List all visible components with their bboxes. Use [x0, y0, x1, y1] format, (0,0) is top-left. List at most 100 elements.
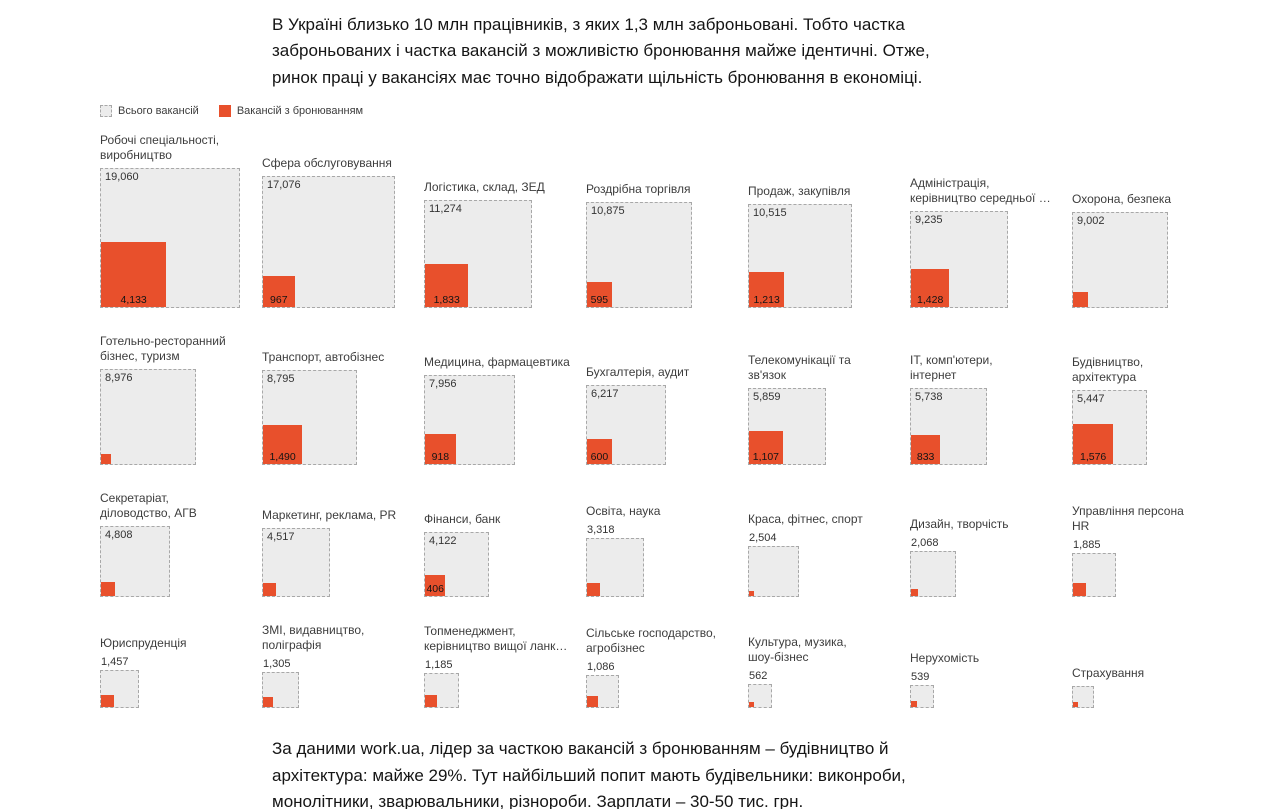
reserved-square	[911, 588, 919, 596]
total-square: 7,956 918	[424, 374, 515, 466]
total-value-label: 17,076	[267, 178, 301, 191]
chart-cell: ЗМІ, видавництво, поліграфія 1,305	[262, 623, 424, 709]
cell-title: Продаж, закупівля	[748, 184, 851, 199]
reserved-value-label: 1,576	[1080, 451, 1107, 464]
total-square	[586, 538, 645, 597]
chart-cell: Готельно-ресторанний бізнес, туризм 8,976	[100, 334, 262, 466]
total-value-label: 9,002	[1077, 214, 1105, 227]
total-square: 17,076 967	[262, 175, 395, 309]
cell-title: Освіта, наука	[586, 504, 661, 519]
reserved-square	[587, 582, 601, 596]
total-square: 5,738 833	[910, 388, 987, 466]
legend-item-total: Всього вакансій	[100, 105, 199, 118]
cell-title: Робочі спеціальності, виробництво	[100, 133, 220, 163]
total-value-label: 8,976	[105, 372, 133, 385]
reserved-square: 1,428	[911, 268, 950, 308]
total-square	[1072, 686, 1095, 709]
total-square	[424, 673, 459, 709]
reserved-square: 4,133	[101, 241, 167, 308]
total-square: 4,808	[100, 526, 171, 597]
chart-cell: Топменеджмент, керівництво вищої ланк… 1,…	[424, 624, 586, 709]
total-square: 10,875 595	[586, 202, 692, 309]
total-value-label: 4,808	[105, 529, 133, 542]
reserved-square: 967	[263, 275, 295, 308]
cell-title: Маркетинг, реклама, PR	[262, 508, 397, 523]
chart-cell: Культура, музика, шоу-бізнес 562	[748, 635, 910, 709]
total-value-label: 3,318	[587, 524, 615, 537]
reserved-square	[101, 694, 114, 708]
total-value-label: 5,447	[1077, 393, 1105, 406]
total-square	[910, 684, 934, 709]
total-square: 8,976	[100, 369, 197, 466]
cell-title: Культура, музика, шоу-бізнес	[748, 635, 847, 665]
reserved-square	[263, 697, 273, 708]
reserved-square	[749, 702, 755, 708]
reserved-square	[1073, 582, 1087, 596]
reserved-value-label: 1,428	[917, 294, 944, 307]
cell-title: Бухгалтерія, аудит	[586, 365, 690, 380]
total-value-label: 19,060	[105, 171, 139, 184]
reserved-value-label: 833	[916, 451, 935, 464]
reserved-value-label: 406	[426, 582, 444, 595]
total-value-label: 6,217	[591, 388, 619, 401]
reserved-value-label: 1,107	[752, 451, 780, 464]
total-square: 8,795 1,490	[262, 370, 358, 466]
cell-title: Сфера обслуговування	[262, 155, 392, 170]
reserved-value-label: 1,213	[753, 294, 780, 307]
legend-total-label: Всього вакансій	[118, 105, 199, 118]
cell-title: Будівництво, архітектура	[1072, 355, 1144, 385]
chart-cell: Роздрібна торгівля 10,875 595	[586, 182, 748, 309]
total-value-label: 7,956	[429, 377, 457, 390]
reserved-value-label: 600	[590, 451, 609, 464]
chart-cell: Освіта, наука 3,318	[586, 504, 748, 597]
total-square: 9,002	[1072, 211, 1169, 309]
chart-cell: Сільське господарство, агробізнес 1,086	[586, 625, 748, 709]
total-square: 4,517	[262, 528, 331, 597]
reserved-square	[101, 454, 112, 465]
reserved-square: 1,576	[1073, 424, 1114, 465]
chart-cell: Управління персона HR 1,885	[1072, 504, 1234, 597]
chart-cell: Будівництво, архітектура 5,447 1,576	[1072, 355, 1234, 466]
total-square: 5,859 1,107	[748, 387, 826, 466]
chart-cell: Транспорт, автобізнес 8,795 1,490	[262, 350, 424, 466]
total-square	[748, 545, 799, 597]
reserved-value-label: 4,133	[120, 294, 147, 307]
cell-title: Секретаріат, діловодство, АГВ	[100, 491, 197, 521]
chart-grid: Робочі спеціальності, виробництво 19,060 4…	[100, 133, 1280, 709]
total-square	[100, 669, 139, 709]
chart-legend: Всього вакансій Вакансій з бронюванням	[100, 105, 1280, 118]
reserved-square: 1,213	[749, 271, 785, 308]
total-value-label: 8,795	[267, 373, 295, 386]
chart-cell: Адміністрація, керівництво середньої … 9,…	[910, 176, 1072, 309]
total-vacancies-swatch-icon	[100, 105, 112, 118]
legend-reserved-label: Вакансій з бронюванням	[236, 105, 364, 118]
reserved-square: 918	[425, 433, 456, 465]
chart-cell: Маркетинг, реклама, PR 4,517	[262, 508, 424, 597]
total-value-label: 539	[911, 670, 930, 683]
cell-title: ІТ, комп'ютери, інтернет	[910, 353, 993, 383]
total-value-label: 10,515	[753, 207, 787, 220]
total-value-label: 11,274	[429, 203, 462, 216]
total-value-label: 4,517	[267, 531, 295, 544]
chart-row: Секретаріат, діловодство, АГВ 4,808 Маркет…	[100, 491, 1280, 597]
reserved-square	[1073, 292, 1089, 308]
total-value-label: 562	[749, 670, 768, 683]
cell-title: Готельно-ресторанний бізнес, туризм	[100, 334, 226, 364]
total-value-label: 2,504	[749, 531, 777, 544]
reserved-square: 833	[911, 435, 941, 465]
reserved-square	[911, 701, 917, 708]
chart-cell: Бухгалтерія, аудит 6,217 600	[586, 365, 748, 466]
reserved-square	[749, 591, 754, 596]
total-square: 10,515 1,213	[748, 204, 853, 309]
total-value-label: 1,885	[1073, 538, 1101, 551]
chart-cell: Страхування	[1072, 666, 1234, 709]
chart-cell: Нерухомість 539	[910, 651, 1072, 709]
cell-title: Сільське господарство, агробізнес	[586, 625, 717, 655]
total-value-label: 10,875	[591, 205, 625, 218]
cell-title: Адміністрація, керівництво середньої …	[910, 175, 1051, 205]
chart-cell: Продаж, закупівля 10,515 1,213	[748, 184, 910, 309]
reserved-value-label: 1,490	[269, 451, 296, 464]
reserved-square: 406	[425, 575, 446, 596]
footer-text: За даними work.ua, лідер за часткою вака…	[272, 739, 906, 809]
